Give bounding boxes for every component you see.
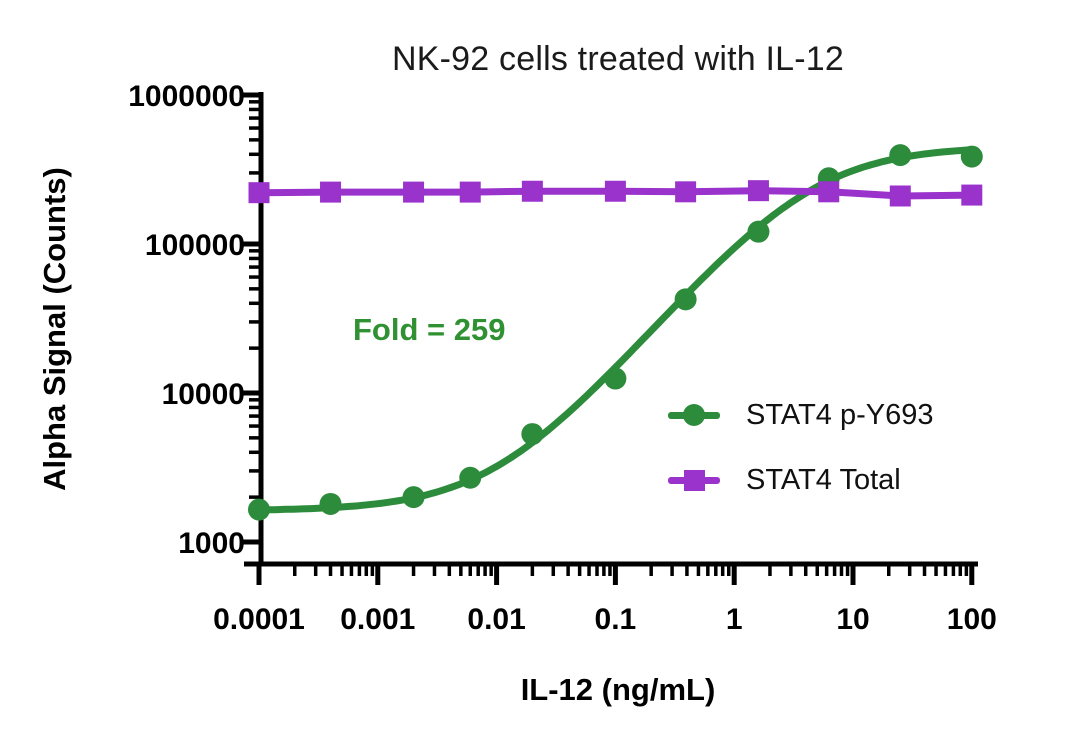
y-tick-label: 1000000 [128,80,245,113]
purple-line-square-marker-icon [668,468,720,492]
x-tick-label: 100 [947,603,997,636]
data-point-circle [402,486,425,509]
data-point-circle [747,220,770,243]
data-point-square [248,182,270,204]
data-point-circle [248,498,270,521]
x-tick-label: 0.1 [595,603,637,636]
chart-title: NK-92 cells treated with IL-12 [392,40,844,78]
data-point-circle [459,466,482,489]
data-point-circle [674,288,697,311]
data-point-circle [319,492,342,515]
x-tick-label: 1 [726,603,743,636]
y-tick-label: 100000 [145,229,245,262]
data-point-circle [960,145,983,168]
x-tick-label: 10 [836,603,869,636]
legend: STAT4 p-Y693 STAT4 Total [668,397,934,527]
data-point-square [320,181,342,203]
legend-item-stat4-py693: STAT4 p-Y693 [668,397,934,433]
data-point-square [961,184,983,206]
x-axis-title: IL-12 (ng/mL) [520,672,716,707]
green-line-circle-marker-icon [668,403,720,427]
data-point-square [521,180,543,202]
y-axis-title: Alpha Signal (Counts) [37,167,72,491]
data-point-circle [521,423,544,446]
legend-label-stat4-total: STAT4 Total [746,463,901,496]
data-point-square [818,181,840,203]
y-tick-label: 10000 [162,378,245,411]
x-tick-label: 0.0001 [213,603,305,636]
data-point-circle [889,144,912,167]
legend-label-stat4-py693: STAT4 p-Y693 [746,398,934,431]
x-tick-label: 0.001 [340,603,415,636]
series-curve-0 [255,146,976,514]
data-point-square [889,185,911,207]
x-tick-label: 0.01 [467,603,525,636]
data-point-square [459,181,481,203]
data-point-square [604,180,626,202]
data-point-circle [604,367,627,390]
data-point-square [675,181,697,203]
fold-annotation: Fold = 259 [353,312,506,347]
data-point-square [403,181,425,203]
legend-item-stat4-total: STAT4 Total [668,462,934,498]
data-point-square [747,180,769,202]
y-tick-label: 1000 [178,527,245,560]
